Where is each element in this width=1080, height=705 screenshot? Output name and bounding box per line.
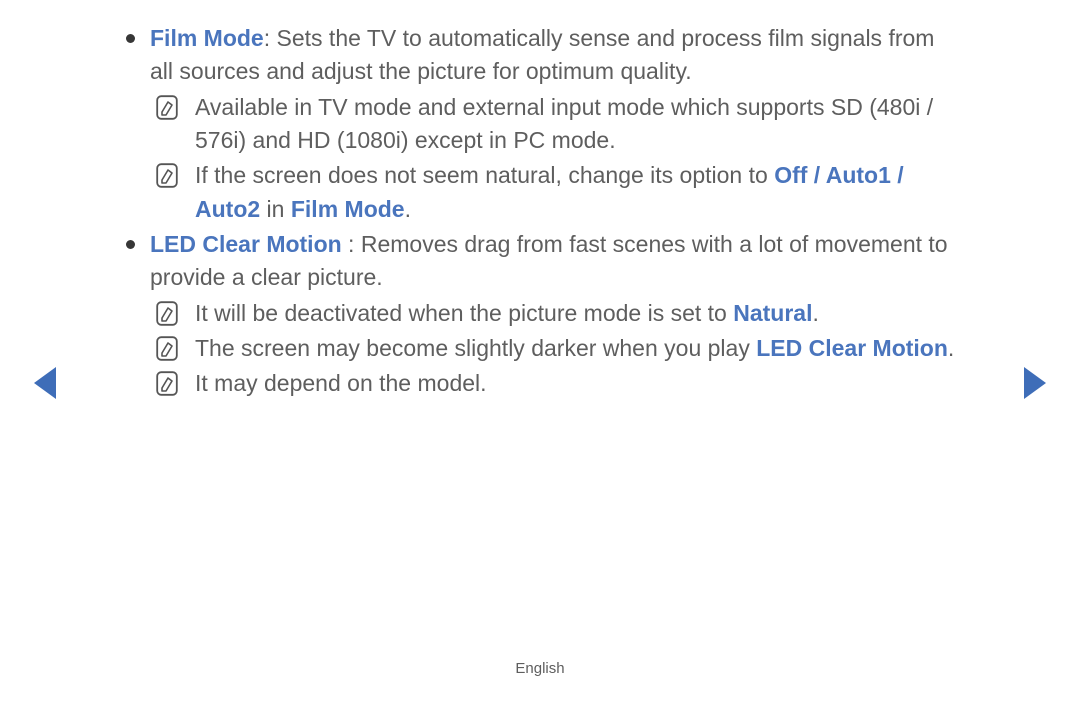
note-text-segment: in: [260, 196, 291, 222]
feature-term: Film Mode: [150, 25, 264, 51]
note-text-segment: It may depend on the model.: [195, 370, 487, 396]
note-item: Available in TV mode and external input …: [150, 91, 960, 158]
feature-heading: LED Clear Motion : Removes drag from fas…: [150, 228, 960, 295]
note-text: The screen may become slightly darker wh…: [195, 335, 954, 361]
note-icon: [156, 371, 178, 396]
note-text-segment: .: [948, 335, 954, 361]
note-item: The screen may become slightly darker wh…: [150, 332, 960, 365]
note-icon: [156, 163, 178, 188]
note-text-segment: The screen may become slightly darker wh…: [195, 335, 756, 361]
note-icon: [156, 301, 178, 326]
prev-page-arrow[interactable]: [34, 367, 56, 399]
feature-term: LED Clear Motion: [150, 231, 342, 257]
note-list: It will be deactivated when the picture …: [150, 297, 960, 401]
inline-term: LED Clear Motion: [756, 335, 948, 361]
feature-list: Film Mode: Sets the TV to automatically …: [120, 22, 960, 401]
note-list: Available in TV mode and external input …: [150, 91, 960, 226]
note-text: Available in TV mode and external input …: [195, 94, 933, 153]
note-text-segment: If the screen does not seem natural, cha…: [195, 162, 774, 188]
note-text: It will be deactivated when the picture …: [195, 300, 819, 326]
note-icon: [156, 336, 178, 361]
inline-term: Film Mode: [291, 196, 405, 222]
note-text: It may depend on the model.: [195, 370, 487, 396]
note-item: It will be deactivated when the picture …: [150, 297, 960, 330]
footer-language: English: [0, 660, 1080, 677]
note-text-segment: Available in TV mode and external input …: [195, 94, 933, 153]
feature-description: : Sets the TV to automatically sense and…: [150, 25, 934, 84]
note-item: It may depend on the model.: [150, 367, 960, 400]
note-text-segment: .: [405, 196, 411, 222]
note-item: If the screen does not seem natural, cha…: [150, 159, 960, 226]
manual-page: Film Mode: Sets the TV to automatically …: [120, 22, 960, 403]
feature-heading: Film Mode: Sets the TV to automatically …: [150, 22, 960, 89]
next-page-arrow[interactable]: [1024, 367, 1046, 399]
note-text: If the screen does not seem natural, cha…: [195, 162, 904, 221]
note-text-segment: It will be deactivated when the picture …: [195, 300, 733, 326]
note-text-segment: .: [812, 300, 818, 326]
feature-item: Film Mode: Sets the TV to automatically …: [120, 22, 960, 226]
note-icon: [156, 95, 178, 120]
feature-item: LED Clear Motion : Removes drag from fas…: [120, 228, 960, 401]
inline-term: Natural: [733, 300, 812, 326]
